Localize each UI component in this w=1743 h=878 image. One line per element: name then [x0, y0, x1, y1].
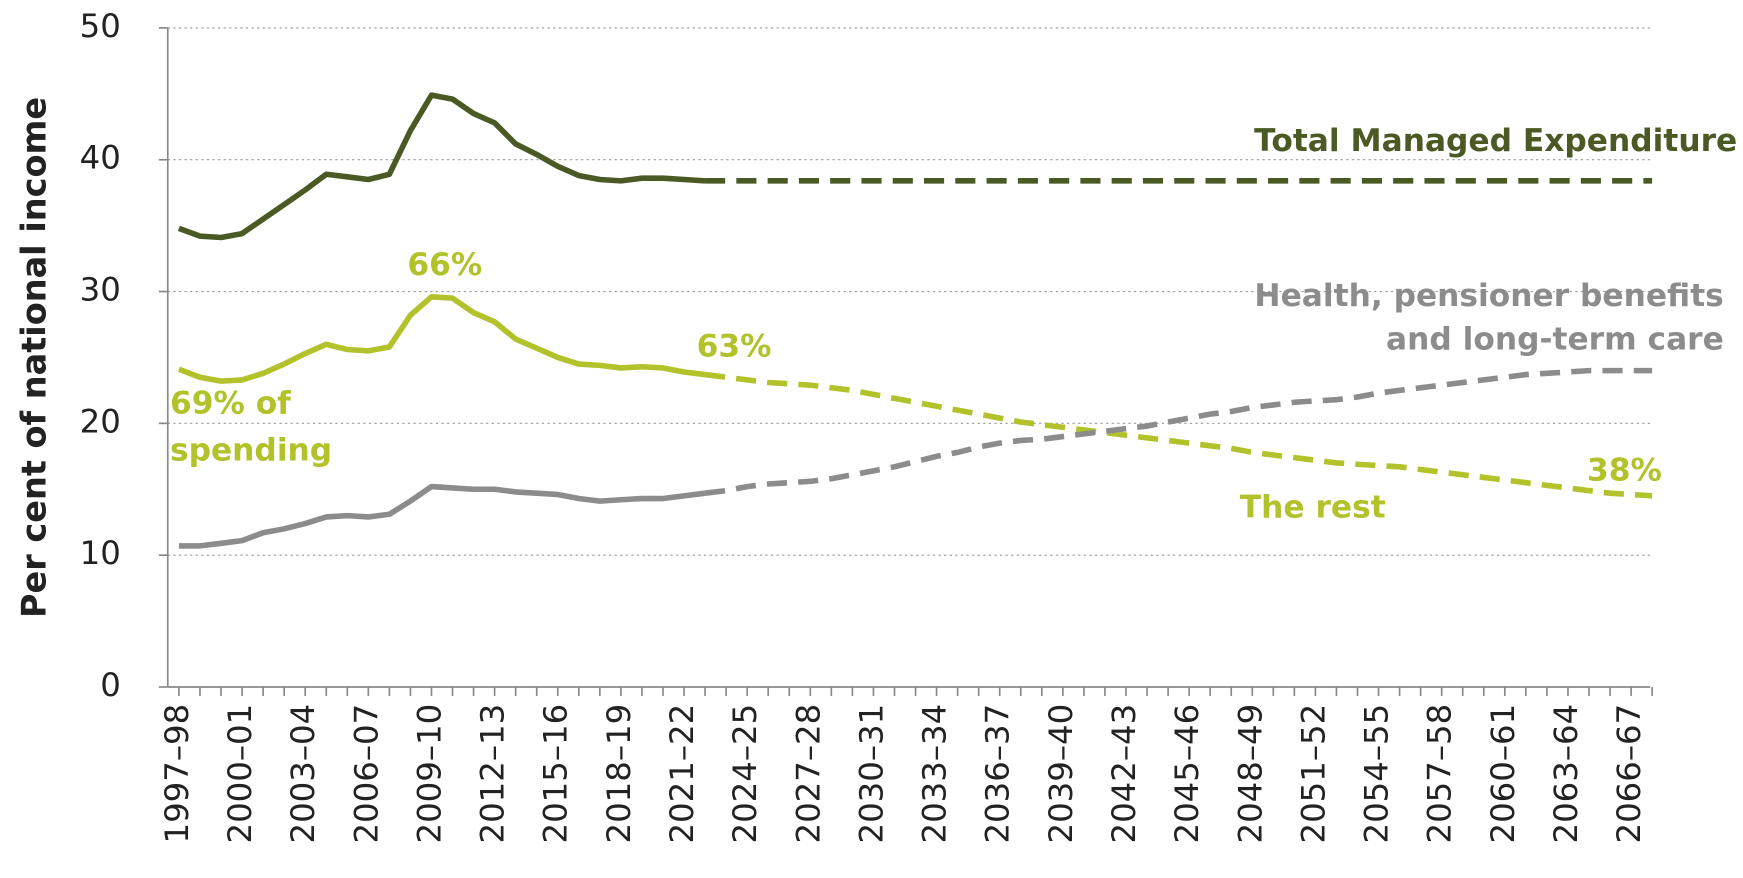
y-tick-label: 50 — [80, 7, 121, 45]
annotation: Health, pensioner benefits and long-term … — [1254, 278, 1723, 358]
y-tick-label: 40 — [80, 139, 121, 177]
series-line — [178, 483, 706, 549]
annotation: Total Managed Expenditure — [1254, 123, 1737, 159]
annotation-line: Total Managed Expenditure — [1254, 123, 1737, 159]
x-tick-label: 2039–40 — [1042, 704, 1080, 844]
x-tick-label: 2048–49 — [1231, 704, 1269, 844]
x-tick-label: 2021–22 — [663, 704, 701, 844]
x-tick-label: 2051–52 — [1294, 704, 1332, 844]
x-tick-label: 2030–31 — [852, 704, 890, 844]
y-axis-label: Per cent of national income — [14, 97, 53, 618]
y-tick-label: 0 — [100, 666, 121, 704]
annotation-line: spending — [170, 432, 332, 468]
annotation: The rest — [1240, 489, 1386, 525]
annotation: 38% — [1587, 452, 1662, 488]
x-tick-label: 2000–01 — [221, 704, 259, 844]
x-tick-label: 2018–19 — [600, 704, 638, 844]
x-tick-label: 2012–13 — [474, 704, 512, 844]
x-tick-label: 2027–28 — [789, 704, 827, 844]
x-tick-label: 2054–55 — [1358, 704, 1396, 844]
y-tick-label: 10 — [80, 534, 121, 572]
x-tick-label: 2060–61 — [1484, 704, 1522, 844]
x-tick-label: 2066–67 — [1610, 704, 1648, 844]
series-line — [704, 371, 1653, 499]
x-tick-label: 2036–37 — [979, 704, 1017, 844]
y-tick-label: 20 — [80, 402, 121, 440]
annotation-line: 38% — [1587, 452, 1662, 488]
annotation-line: Health, pensioner benefits — [1254, 278, 1723, 314]
annotation-line: and long-term care — [1386, 322, 1724, 358]
annotation: 66% — [407, 247, 482, 283]
series-line — [177, 294, 706, 384]
x-tick-label: 2045–46 — [1168, 704, 1206, 844]
annotation: 63% — [697, 328, 772, 364]
x-tick-label: 2024–25 — [726, 704, 764, 844]
annotation-line: 66% — [407, 247, 482, 283]
x-tick-label: 2057–58 — [1421, 704, 1459, 844]
x-tick-label: 2042–43 — [1105, 704, 1143, 844]
annotation: 69% of spending — [170, 385, 332, 468]
annotation-line: 69% of — [170, 385, 291, 421]
annotation-line: The rest — [1240, 489, 1386, 525]
series-line — [704, 367, 1653, 496]
x-tick-label: 2009–10 — [410, 704, 448, 844]
x-tick-label: 1997–98 — [158, 704, 196, 844]
y-tick-label: 30 — [80, 271, 121, 309]
x-tick-label: 2003–04 — [284, 704, 322, 844]
annotation-line: 63% — [697, 328, 772, 364]
x-tick-label: 2033–34 — [916, 704, 954, 844]
x-tick-label: 2006–07 — [347, 704, 385, 844]
x-tick-label: 2063–64 — [1547, 704, 1585, 844]
series-line — [177, 92, 706, 241]
x-tick-label: 2015–16 — [537, 704, 575, 844]
